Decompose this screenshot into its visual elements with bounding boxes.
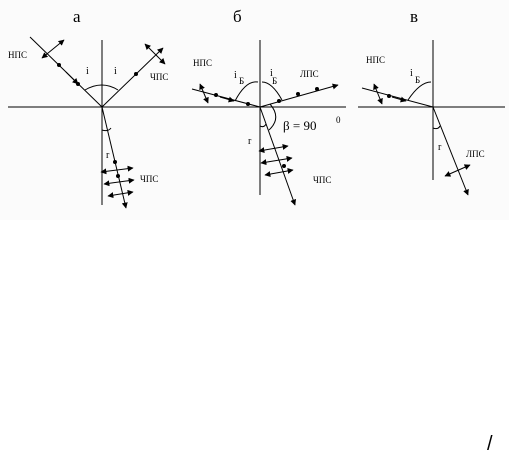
panel-a-dots: [57, 63, 138, 178]
angle-subscript-incidence-b: Б: [239, 76, 244, 86]
angle-label-refraction-a: r: [106, 150, 110, 161]
vibration-arrow: [199, 83, 209, 104]
incident-ray: [361, 87, 434, 108]
panel-letter-c: в: [410, 7, 418, 26]
angle-subscript-reflection-b: Б: [272, 76, 277, 86]
label-incident-b: НПС: [193, 58, 212, 68]
angle-subscript-incidence-c: Б: [415, 75, 420, 85]
angle-arc-iB-right: [261, 81, 283, 101]
vibration-arrow: [258, 143, 289, 154]
beta-degree-sup: 0: [336, 115, 341, 125]
angle-label-reflection-b: i: [270, 68, 273, 79]
label-refracted-b: ЧПС: [313, 175, 331, 185]
angle-arc-i: [84, 84, 119, 91]
vibration-arrow: [103, 177, 135, 187]
angle-arc-beta: [268, 103, 277, 131]
figure-area: [0, 0, 509, 220]
refracted-ray: [432, 106, 469, 196]
angle-label-refraction-b: r: [248, 136, 252, 147]
label-incident-c: НПС: [366, 55, 385, 65]
angle-label-reflection-a: i: [114, 66, 117, 77]
vibration-arrow: [264, 167, 294, 178]
vibration-arrow: [100, 165, 134, 175]
panel-c: [358, 40, 505, 196]
angle-arc-r: [432, 125, 441, 130]
angle-arc-iB: [407, 81, 432, 101]
angle-label-incidence-c: i: [410, 68, 413, 79]
label-reflected-a: ЧПС: [150, 72, 168, 82]
vibration-arrow: [41, 39, 65, 59]
panel-letter-a: а: [73, 7, 81, 26]
vibration-arrow: [260, 155, 293, 166]
label-refracted-c: ЛПС: [466, 149, 485, 159]
panel-c-dots: [387, 94, 391, 98]
angle-arc-r: [101, 127, 112, 132]
vibration-arrow: [107, 189, 134, 199]
vibration-arrow: [373, 83, 383, 105]
angle-label-incidence-a: i: [86, 66, 89, 77]
panel-letter-b: б: [233, 7, 242, 26]
vibration-arrow: [144, 43, 166, 65]
angle-label-refraction-c: r: [438, 142, 442, 153]
angle-label-incidence-b: i: [234, 70, 237, 81]
panel-b-dots: [214, 87, 319, 168]
reflected-ray: [259, 83, 339, 108]
label-incident-a: НПС: [8, 50, 27, 60]
label-reflected-b: ЛПС: [300, 69, 319, 79]
label-refracted-a: ЧПС: [140, 174, 158, 184]
angle-arc-iB: [234, 81, 259, 102]
beta-angle-label: β = 90: [283, 118, 316, 133]
vibration-arrow: [444, 164, 471, 177]
panel-a: [8, 36, 186, 209]
corner-slash-mark: /: [487, 433, 493, 455]
angle-arc-r: [259, 123, 267, 128]
